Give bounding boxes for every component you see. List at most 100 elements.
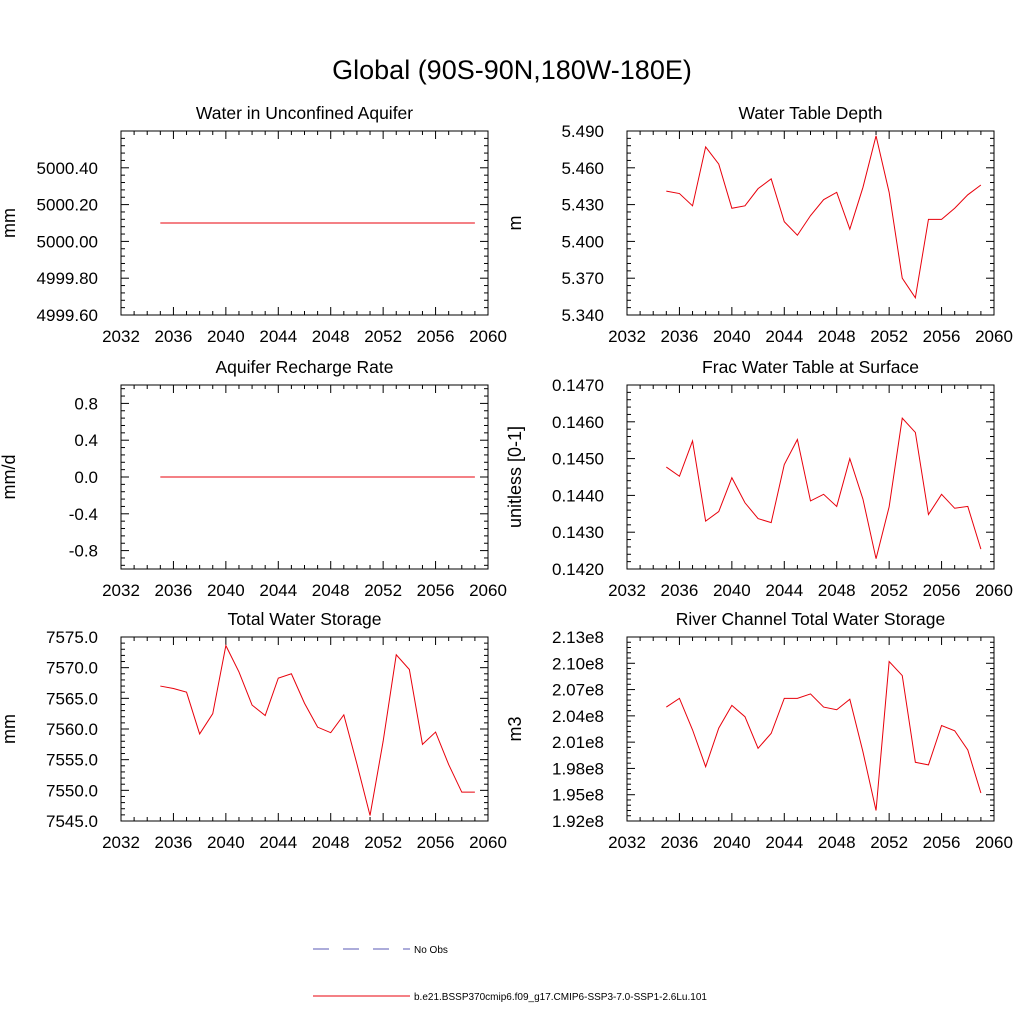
y-tick-label: 2.01e8	[552, 733, 604, 752]
y-tick-label: 1.98e8	[552, 759, 604, 778]
y-tick-label: 0.4	[74, 431, 98, 450]
x-tick-label: 2048	[818, 327, 856, 346]
x-tick-label: 2032	[608, 327, 646, 346]
x-tick-label: 2044	[259, 833, 297, 852]
y-tick-label: 5.430	[561, 196, 604, 215]
y-tick-label: 5000.20	[37, 196, 98, 215]
chart-panel-4: Frac Water Table at Surface unitless [0-1…	[505, 357, 1013, 600]
chart-title: Total Water Storage	[227, 609, 381, 629]
chart-panel-3: Aquifer Recharge Rate mm/d 2032 2036 2040 204…	[0, 357, 507, 600]
y-axis-label: mm	[0, 714, 19, 744]
y-tick-label: 2.07e8	[552, 681, 604, 700]
plot-frame	[626, 384, 995, 570]
chart-panels: Water in Unconfined Aquifer mm 2032 2036 204…	[0, 103, 1013, 852]
y-tick-label: 7555.0	[46, 751, 98, 770]
y-tick-label: 4999.80	[37, 269, 98, 288]
chart-title: Frac Water Table at Surface	[702, 357, 919, 377]
x-tick-label: 2056	[417, 327, 455, 346]
x-tick-label: 2040	[713, 581, 751, 600]
x-tick-label: 2060	[469, 327, 507, 346]
x-tick-label: 2044	[259, 327, 297, 346]
x-tick-label: 2036	[661, 327, 699, 346]
y-tick-label: 2.10e8	[552, 654, 604, 673]
chart-title: River Channel Total Water Storage	[676, 609, 945, 629]
figure-title: Global (90S-90N,180W-180E)	[332, 55, 692, 85]
legend-label-model: b.e21.BSSP370cmip6.f09_g17.CMIP6-SSP3-7.…	[414, 992, 707, 1003]
x-tick-label: 2032	[102, 833, 140, 852]
x-tick-label: 2052	[364, 327, 402, 346]
x-tick-label: 2056	[417, 581, 455, 600]
x-tick-label: 2052	[364, 833, 402, 852]
y-tick-label: 5.340	[561, 306, 604, 325]
x-tick-label: 2060	[469, 833, 507, 852]
x-tick-label: 2040	[207, 581, 245, 600]
chart-title: Water Table Depth	[739, 103, 883, 123]
x-tick-label: 2056	[923, 327, 961, 346]
x-tick-label: 2056	[417, 833, 455, 852]
x-tick-label: 2032	[102, 581, 140, 600]
y-tick-label: 0.1470	[552, 376, 604, 395]
x-tick-label: 2032	[102, 327, 140, 346]
series-line	[160, 644, 475, 816]
y-axis-label: m3	[505, 716, 525, 741]
plot-frame	[120, 636, 489, 822]
y-tick-label: 7560.0	[46, 720, 98, 739]
y-tick-label: 5.400	[561, 232, 604, 251]
x-tick-label: 2056	[923, 581, 961, 600]
x-tick-label: 2044	[765, 581, 803, 600]
x-tick-label: 2044	[259, 581, 297, 600]
series-line	[666, 660, 982, 811]
x-tick-label: 2040	[713, 327, 751, 346]
y-tick-label: -0.8	[69, 542, 98, 561]
x-tick-label: 2052	[870, 327, 908, 346]
y-tick-label: 7565.0	[46, 689, 98, 708]
y-tick-label: 7570.0	[46, 659, 98, 678]
x-tick-label: 2036	[155, 833, 193, 852]
y-tick-label: 0.8	[74, 394, 98, 413]
x-tick-label: 2048	[818, 581, 856, 600]
chart-title: Water in Unconfined Aquifer	[196, 103, 413, 123]
y-tick-label: 0.1440	[552, 486, 604, 505]
x-tick-label: 2036	[155, 327, 193, 346]
y-axis-label: unitless [0-1]	[505, 426, 525, 528]
x-tick-label: 2060	[975, 581, 1013, 600]
y-tick-label: 0.1450	[552, 450, 604, 469]
x-tick-label: 2060	[469, 581, 507, 600]
chart-title: Aquifer Recharge Rate	[215, 357, 393, 377]
y-tick-label: 7545.0	[46, 812, 98, 831]
y-tick-label: 5.370	[561, 269, 604, 288]
x-tick-label: 2040	[207, 327, 245, 346]
y-tick-label: 7550.0	[46, 781, 98, 800]
y-tick-label: 0.1430	[552, 523, 604, 542]
x-tick-label: 2036	[661, 581, 699, 600]
x-tick-label: 2048	[312, 833, 350, 852]
x-tick-label: 2044	[765, 833, 803, 852]
x-tick-label: 2056	[923, 833, 961, 852]
x-tick-label: 2052	[870, 581, 908, 600]
x-tick-label: 2060	[975, 327, 1013, 346]
y-tick-label: 0.1420	[552, 560, 604, 579]
x-tick-label: 2040	[713, 833, 751, 852]
x-tick-label: 2036	[155, 581, 193, 600]
x-tick-label: 2052	[364, 581, 402, 600]
x-tick-label: 2036	[661, 833, 699, 852]
y-tick-label: 5.490	[561, 122, 604, 141]
y-tick-label: 4999.60	[37, 306, 98, 325]
chart-panel-6: River Channel Total Water Storage m3 2032 2…	[505, 609, 1013, 852]
x-tick-label: 2040	[207, 833, 245, 852]
y-tick-label: 5.460	[561, 159, 604, 178]
y-tick-label: 7575.0	[46, 628, 98, 647]
y-tick-label: 2.04e8	[552, 707, 604, 726]
legend: No Obs b.e21.BSSP370cmip6.f09_g17.CMIP6-…	[313, 945, 707, 1003]
plot-frame	[626, 636, 995, 822]
y-tick-label: -0.4	[69, 505, 98, 524]
x-tick-label: 2032	[608, 581, 646, 600]
x-tick-label: 2044	[765, 327, 803, 346]
y-tick-label: 2.13e8	[552, 628, 604, 647]
legend-label-no-obs: No Obs	[414, 945, 448, 956]
x-tick-label: 2060	[975, 833, 1013, 852]
y-axis-label: mm	[0, 208, 19, 238]
y-tick-label: 1.95e8	[552, 786, 604, 805]
series-line	[666, 417, 982, 559]
